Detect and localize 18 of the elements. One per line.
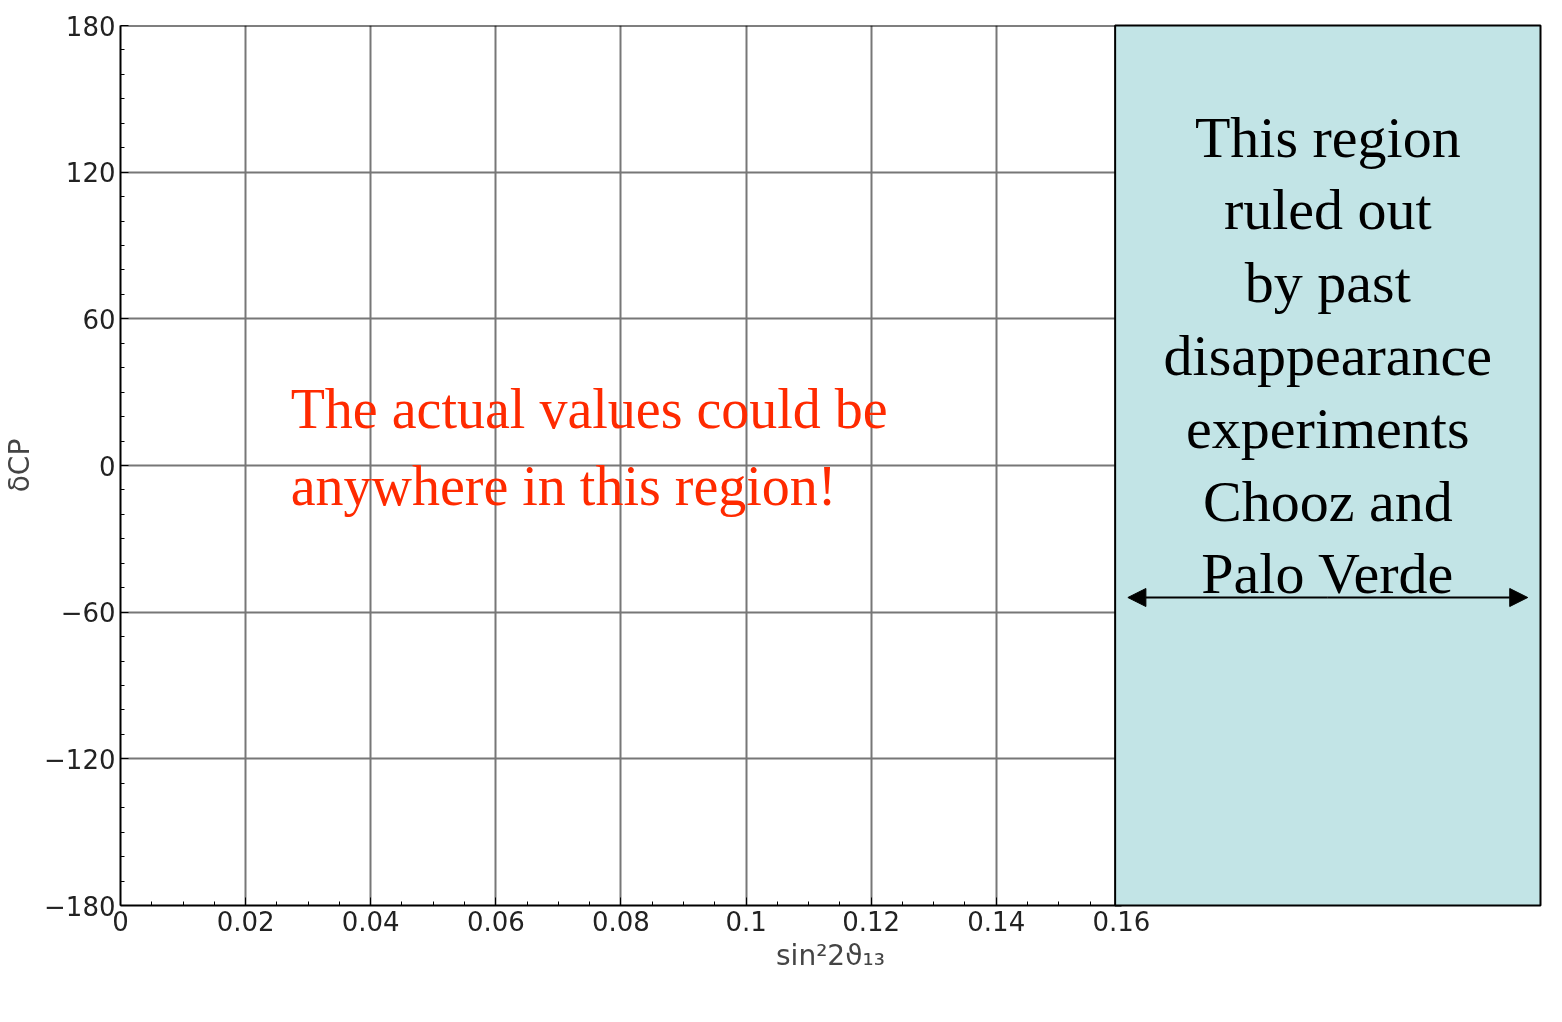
- x-tick-label: 0.12: [842, 906, 901, 937]
- x-tick-label: 0.14: [967, 906, 1026, 937]
- y-tick-label: 180: [65, 11, 116, 42]
- x-tick-label: 0.1: [725, 906, 767, 937]
- x-tick-label: 0.04: [341, 906, 400, 937]
- band-label: This region ruled out by past disappearance experiments Chooz and Palo Verde: [1163, 104, 1493, 607]
- y-tick-label: −60: [60, 598, 116, 629]
- x-tick-label: 0.06: [466, 906, 525, 937]
- y-tick-label: 60: [82, 304, 116, 335]
- x-tick-label: 0.16: [1092, 906, 1151, 937]
- y-tick-label: −120: [44, 744, 116, 775]
- y-tick-label: 0: [98, 451, 116, 482]
- y-tick-label: 120: [65, 158, 116, 189]
- x-axis-title: sin²2ϑ₁₃: [776, 938, 885, 972]
- x-tick-label: 0.08: [592, 906, 650, 937]
- annotation: The actual values could be anywhere in this region!: [290, 377, 888, 517]
- x-tick-label: 0.02: [216, 906, 275, 937]
- y-axis-title: δCP: [3, 438, 37, 493]
